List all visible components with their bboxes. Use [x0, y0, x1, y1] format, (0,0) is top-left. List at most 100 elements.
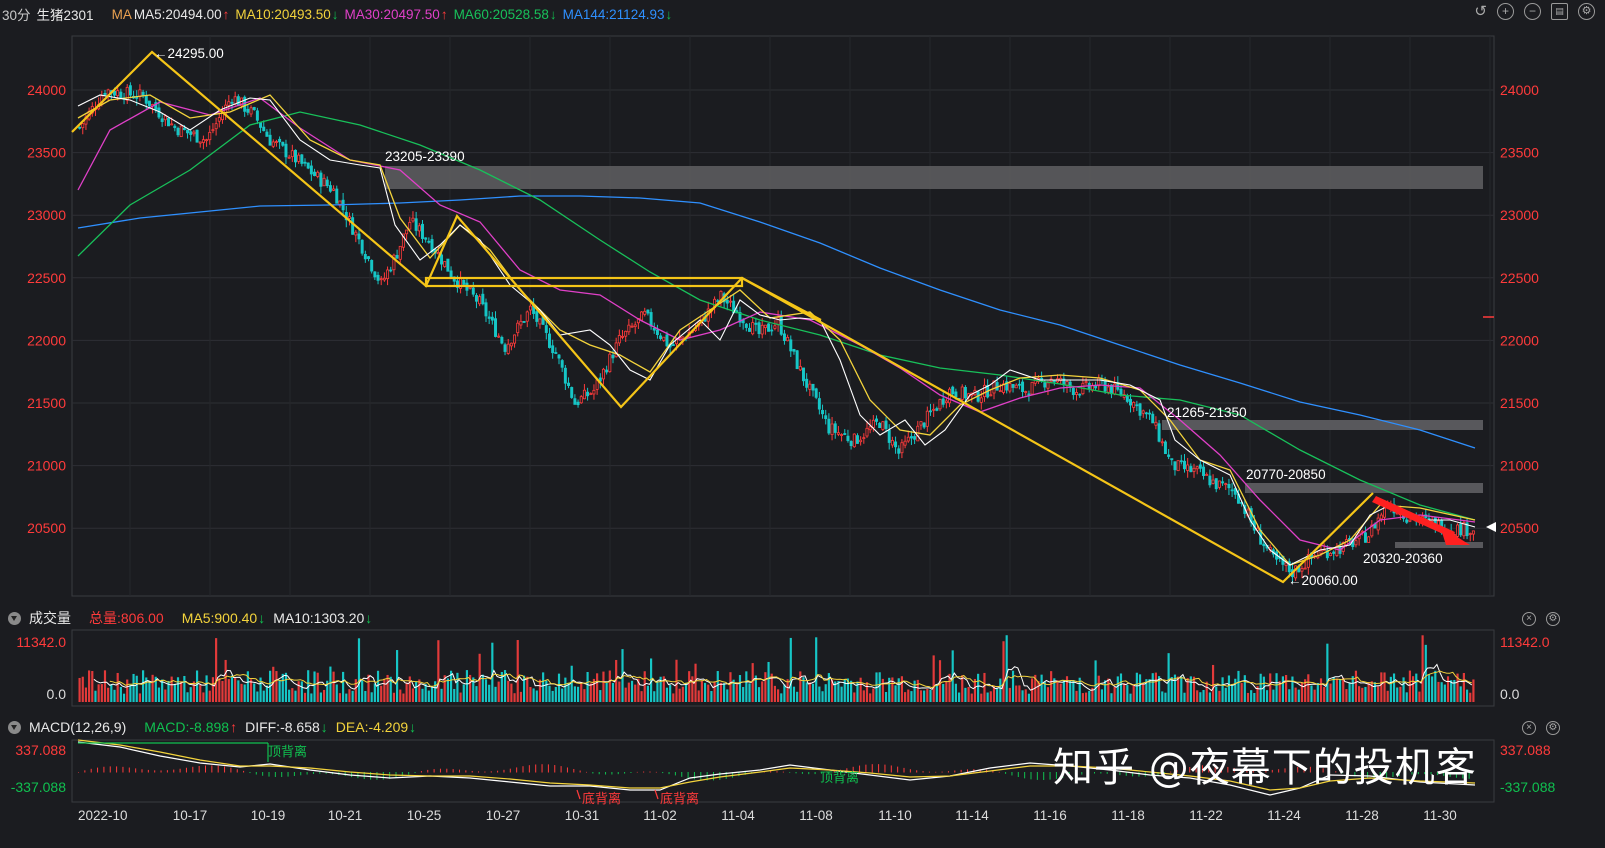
candle-down: [490, 316, 494, 321]
candle-up: [728, 300, 732, 303]
period-label[interactable]: 30分: [2, 8, 31, 23]
candle-down: [1052, 380, 1056, 383]
price-tick-left: 20500: [27, 520, 66, 536]
candle-down: [1017, 383, 1021, 386]
candle-up: [516, 322, 520, 334]
volume-bars: [78, 635, 1475, 702]
volume-bar: [1418, 691, 1421, 702]
volume-bar: [1265, 690, 1269, 702]
macd-bar: [770, 771, 772, 773]
volume-bar: [256, 691, 259, 702]
volume-bar: [421, 688, 424, 702]
candle-up: [633, 324, 637, 328]
macd-bar: [1151, 772, 1153, 776]
volume-bar: [640, 691, 643, 702]
volume-bar: [1364, 686, 1367, 702]
watermark: 知乎 @夜幕下的投机客: [1053, 745, 1477, 791]
macd-bar: [535, 764, 537, 773]
macd-bar: [1189, 767, 1191, 773]
volume-bar: [119, 686, 122, 702]
macd-bar: [547, 764, 549, 773]
candle-down: [160, 118, 164, 122]
candle-up: [354, 231, 358, 236]
candle-down: [328, 185, 332, 192]
candle-down: [1094, 385, 1098, 389]
settings-volume-icon[interactable]: ⚙: [1546, 612, 1560, 626]
collapse-macd-icon[interactable]: [8, 720, 21, 734]
volume-bar: [843, 678, 846, 702]
candle-up: [436, 252, 440, 255]
volume-bar: [383, 678, 386, 702]
volume-bar: [932, 655, 935, 702]
macd-bar: [522, 766, 524, 773]
volume-bar: [564, 677, 567, 702]
collapse-volume-icon[interactable]: [8, 611, 21, 625]
volume-bar: [881, 678, 884, 702]
volume-bar: [205, 675, 208, 702]
candle-down: [182, 127, 186, 131]
candle-down: [805, 378, 809, 388]
candle-down: [1129, 398, 1133, 406]
volume-title[interactable]: 成交量: [29, 610, 71, 626]
volume-bar: [719, 682, 723, 702]
undo-icon[interactable]: ↺: [1474, 3, 1487, 20]
macd-bar: [1309, 766, 1311, 773]
volume-bar: [1262, 676, 1265, 702]
macd-bar: [554, 765, 556, 773]
candle-down: [1405, 519, 1409, 523]
time-tick: 11-16: [1033, 808, 1067, 823]
macd-title[interactable]: MACD(12,26,9): [29, 719, 127, 735]
candle-down: [265, 131, 269, 137]
candle-up: [763, 324, 767, 329]
candle-down: [243, 96, 247, 112]
macd-bar: [224, 766, 226, 773]
volume-bar: [167, 680, 170, 702]
macd-bar: [1398, 772, 1400, 777]
macd-bar: [649, 771, 651, 773]
volume-bar: [878, 672, 881, 702]
candle-down: [284, 143, 288, 158]
volume-bar: [942, 683, 945, 702]
volume-bar: [576, 686, 580, 702]
ma-label[interactable]: MA: [111, 6, 132, 22]
candle-down: [738, 311, 742, 323]
macd-bar: [1113, 772, 1115, 775]
macd-bar: [922, 771, 924, 773]
volume-bar: [545, 680, 548, 702]
candle-down: [259, 122, 263, 128]
candle-down: [363, 254, 367, 260]
macd-bar: [617, 772, 619, 775]
candle-down: [246, 108, 250, 113]
candle-down: [278, 138, 282, 143]
candle-up: [871, 419, 875, 429]
volume-bar: [872, 688, 875, 702]
candle-down: [113, 90, 117, 96]
settings-icon[interactable]: ⚙: [1578, 3, 1595, 20]
candle-up: [1354, 540, 1358, 546]
volume-bar: [173, 683, 176, 702]
volume-tick-left: 11342.0: [16, 634, 66, 650]
close-macd-icon[interactable]: ×: [1522, 721, 1536, 735]
zoom-in-icon[interactable]: +: [1497, 3, 1514, 20]
candle-up: [938, 399, 942, 410]
volume-bar: [148, 681, 151, 702]
symbol-label[interactable]: 生猪2301: [36, 8, 94, 23]
macd-bar: [1259, 770, 1261, 773]
candle-down: [1183, 460, 1186, 470]
volume-bar: [713, 681, 716, 702]
zoom-out-icon[interactable]: −: [1524, 3, 1541, 20]
close-volume-icon[interactable]: ×: [1522, 612, 1536, 626]
candle-up: [760, 324, 764, 335]
volume-bar: [1158, 676, 1161, 702]
volume-bar: [1224, 687, 1227, 702]
volume-bar: [1272, 689, 1275, 702]
candle-up: [1030, 381, 1034, 395]
settings-macd-icon[interactable]: ⚙: [1546, 721, 1560, 735]
candle-down: [484, 302, 488, 317]
volume-bar: [186, 692, 189, 702]
candle-down: [430, 239, 434, 253]
volume-bar: [243, 684, 246, 702]
layout-icon[interactable]: ▤: [1551, 3, 1568, 20]
volume-bar: [611, 682, 615, 702]
